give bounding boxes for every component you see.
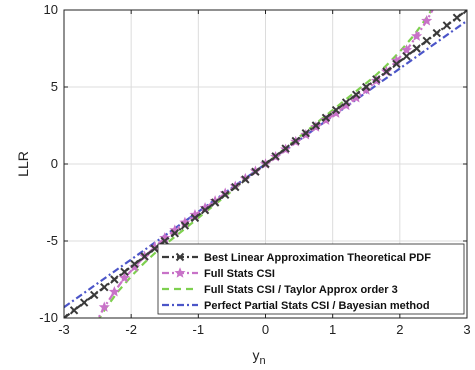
data-point-marker <box>402 51 411 61</box>
data-point-marker <box>412 44 421 53</box>
series-layer <box>64 0 467 330</box>
data-point-marker <box>220 190 230 200</box>
data-point-marker <box>175 252 185 262</box>
data-point-marker <box>341 98 351 107</box>
data-point-marker <box>372 75 381 84</box>
series-0 <box>64 10 467 318</box>
legend-label: Full Stats CSI / Taylor Approx order 3 <box>204 284 398 296</box>
x-tick-label: -2 <box>125 322 137 337</box>
data-point-marker <box>401 44 413 55</box>
y-tick-label: 0 <box>51 156 58 171</box>
data-point-marker <box>174 267 186 278</box>
data-point-marker <box>301 128 311 138</box>
data-point-marker <box>130 259 139 269</box>
data-point-marker <box>362 82 371 92</box>
data-point-marker <box>271 152 280 161</box>
data-point-marker <box>100 282 109 292</box>
x-axis-label: yn <box>252 347 265 367</box>
tick-marks <box>63 9 468 319</box>
data-point-marker <box>251 167 260 176</box>
data-point-marker <box>321 113 331 123</box>
data-point-marker <box>331 105 341 115</box>
legend-item: Perfect Partial Stats CSI / Bayesian met… <box>162 300 430 312</box>
x-axis-label-main: y <box>252 347 259 363</box>
data-point-marker <box>170 229 180 238</box>
data-point-marker <box>241 175 250 184</box>
legend-item: Best Linear Approximation Theoretical PD… <box>162 252 431 264</box>
data-point-marker <box>180 221 190 230</box>
data-point-marker <box>382 67 391 76</box>
data-point-marker <box>118 272 130 283</box>
x-tick-labels: -3 -2 -1 0 1 2 3 <box>58 322 470 337</box>
y-tick-label: -10 <box>39 310 58 325</box>
data-point-marker <box>110 275 119 284</box>
data-point-marker <box>140 252 149 261</box>
y-tick-labels: -10 -5 0 5 10 <box>39 2 58 325</box>
data-point-marker <box>90 290 99 300</box>
data-point-marker <box>69 306 79 315</box>
x-tick-label: 1 <box>329 322 336 337</box>
legend-label: Perfect Partial Stats CSI / Bayesian met… <box>204 300 430 312</box>
data-point-marker <box>411 30 423 41</box>
legend-label: Full Stats CSI <box>204 268 275 280</box>
x-axis-label-subscript: n <box>259 355 265 367</box>
data-point-marker <box>89 321 99 330</box>
x-tick-label: 2 <box>396 322 403 337</box>
data-point-marker <box>422 36 431 46</box>
data-point-marker <box>160 236 169 246</box>
y-axis-label: LLR <box>15 151 31 177</box>
data-point-marker <box>452 13 462 22</box>
data-point-marker <box>190 213 200 223</box>
data-point-marker <box>351 90 361 99</box>
data-point-marker <box>200 205 210 215</box>
data-point-marker <box>291 136 300 146</box>
data-point-marker <box>231 182 240 192</box>
x-tick-label: 0 <box>262 322 269 337</box>
data-point-marker <box>432 0 442 6</box>
data-point-marker <box>442 21 452 30</box>
x-tick-label: -3 <box>58 322 70 337</box>
data-point-marker <box>210 198 220 207</box>
legend-item: Full Stats CSI / Taylor Approx order 3 <box>162 284 398 296</box>
data-point-marker <box>64 313 69 318</box>
data-point-marker <box>79 298 89 307</box>
data-point-marker <box>311 121 321 130</box>
data-point-marker <box>421 14 433 26</box>
legend-item: Full Stats CSI <box>162 267 275 280</box>
data-point-marker <box>462 10 467 15</box>
data-point-marker <box>120 267 129 277</box>
data-point-marker <box>261 159 270 169</box>
data-point-marker <box>320 114 332 125</box>
y-tick-label: 5 <box>51 79 58 94</box>
legend-box <box>157 243 465 315</box>
data-point-marker <box>330 107 342 118</box>
x-tick-label: -1 <box>193 322 205 337</box>
y-tick-label: 10 <box>44 2 58 17</box>
legend-label: Best Linear Approximation Theoretical PD… <box>204 252 431 264</box>
data-point-marker <box>281 144 290 153</box>
data-point-marker <box>98 301 110 312</box>
x-tick-label: 3 <box>463 322 470 337</box>
data-point-marker <box>150 244 159 253</box>
data-point-marker <box>432 28 441 38</box>
data-point-marker <box>392 59 401 69</box>
legend: Best Linear Approximation Theoretical PD… <box>157 243 465 315</box>
y-tick-label: -5 <box>46 233 58 248</box>
data-point-marker <box>108 286 120 297</box>
